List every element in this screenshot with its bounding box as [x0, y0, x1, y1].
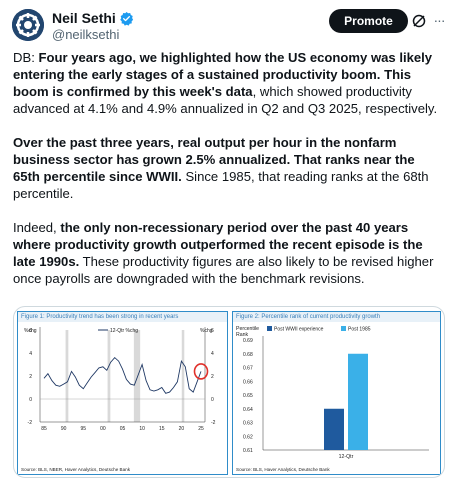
right-unit-label: %chg [200, 328, 213, 334]
avatar[interactable] [12, 9, 44, 41]
recession-bands [65, 330, 185, 422]
ylabel-line-2: Rank [236, 332, 249, 338]
p3-rest: These productivity figures are also like… [13, 254, 434, 286]
figure-1-panel: Figure 1: Productivity trend has been st… [17, 311, 228, 475]
p1-bold: Four years ago, we highlighted how the U… [13, 50, 433, 99]
y-tick-labels: -2 -2 0 0 2 2 4 4 6 6 [28, 328, 216, 426]
y-tick-right: -2 [211, 420, 216, 426]
author-name[interactable]: Neil Sethi [52, 10, 116, 26]
y-tick-right: 2 [211, 374, 214, 380]
productivity-series-line [43, 356, 202, 394]
promote-button[interactable]: Promote [329, 9, 408, 33]
paragraph-3: Indeed, the only non-recessionary period… [13, 219, 445, 287]
p1-prefix: DB: [13, 50, 39, 65]
category-label: 12-Qtr [339, 454, 354, 460]
author-handle[interactable]: @neilksethi [52, 27, 120, 42]
figure-2-source: Source: BLS, Haver Analytics, Deutsche B… [236, 467, 330, 472]
x-tick: 25 [198, 426, 204, 432]
tweet-text: DB: Four years ago, we highlighted how t… [13, 49, 445, 304]
cogwheel-logo-icon [12, 9, 44, 41]
legend-swatch [341, 326, 346, 331]
y-tick: 0.68 [243, 352, 253, 358]
recession-band [133, 330, 141, 422]
paragraph-1: DB: Four years ago, we highlighted how t… [13, 49, 445, 117]
figure-2-panel: Figure 2: Percentile rank of current pro… [232, 311, 441, 475]
y-tick-labels: 0.61 0.62 0.63 0.64 0.65 0.66 0.67 0.68 0.69 [243, 338, 253, 454]
y-tick: 0.66 [243, 379, 253, 385]
x-tick: 95 [80, 426, 86, 432]
y-tick-right: 6 [211, 328, 214, 334]
y-tick-left: 2 [29, 374, 32, 380]
y-tick-left: 0 [29, 397, 32, 403]
bars [324, 353, 368, 450]
highlight-circle [193, 363, 209, 380]
y-tick: 0.64 [243, 407, 253, 413]
figure-2-chart: Percentile Rank 0.61 0.62 0.63 0.64 0.65 0.66… [236, 326, 429, 460]
x-tick: 05 [120, 426, 126, 432]
name-row: Neil Sethi [52, 10, 134, 26]
attached-image[interactable]: Figure 1: Productivity trend has been st… [13, 306, 445, 478]
legend-swatch [267, 326, 272, 331]
grok-icon[interactable] [411, 13, 427, 29]
x-tick-labels: 85 90 95 00 05 10 15 20 25 [41, 426, 204, 432]
y-tick: 0.65 [243, 393, 253, 399]
x-tick: 20 [179, 426, 185, 432]
bar-1 [348, 353, 368, 450]
recession-band [107, 330, 111, 422]
legend-label: Post WWII experience [274, 327, 324, 333]
y-tick-left: -2 [28, 420, 33, 426]
y-tick: 0.63 [243, 421, 253, 427]
y-tick: 0.69 [243, 338, 253, 344]
y-tick-left: 6 [29, 328, 32, 334]
y-tick-right: 0 [211, 397, 214, 403]
figure-1-chart: %chg %chg 12-Qtr %chg -2 -20 02 24 46 6 85 90 9… [24, 327, 216, 432]
p3-prefix: Indeed, [13, 220, 61, 235]
paragraph-2: Over the past three years, real output p… [13, 134, 445, 202]
tweet-header: Neil Sethi @neilksethi Promote ··· [12, 8, 446, 42]
recession-band [181, 330, 185, 422]
x-tick: 15 [159, 426, 165, 432]
p2-rest: Since 1985, that reading ranks at the 68… [13, 169, 429, 201]
y-tick-right: 4 [211, 351, 214, 357]
left-unit-label: %chg [24, 328, 37, 334]
legend-label: 12-Qtr %chg [110, 328, 138, 334]
p1-rest: , which showed productivity advanced at … [13, 84, 438, 116]
figure-2-title: Figure 2: Percentile rank of current pro… [233, 312, 440, 322]
y-tick-left: 4 [29, 351, 32, 357]
x-tick: 00 [100, 426, 106, 432]
y-tick: 0.62 [243, 434, 253, 440]
verified-badge-icon [120, 11, 133, 26]
p3-bold: the only non-recessionary period over th… [13, 220, 423, 269]
y-tick: 0.61 [243, 448, 253, 454]
figure-1-source: Source: BLS, NBER, Haver Analytics, Deut… [21, 467, 131, 472]
x-tick: 10 [139, 426, 145, 432]
y-tick: 0.67 [243, 366, 253, 372]
figure-1-title: Figure 1: Productivity trend has been st… [18, 312, 227, 322]
ylabel-line-1: Percentile [236, 326, 259, 332]
x-tick: 85 [41, 426, 47, 432]
legend-label: Post 1985 [348, 327, 371, 333]
p2-bold: Over the past three years, real output p… [13, 135, 415, 184]
more-icon[interactable]: ··· [433, 12, 446, 28]
legend: Post WWII experience Post 1985 [267, 326, 371, 333]
bar-0 [324, 408, 344, 450]
x-tick: 90 [61, 426, 67, 432]
recession-band [65, 330, 69, 422]
